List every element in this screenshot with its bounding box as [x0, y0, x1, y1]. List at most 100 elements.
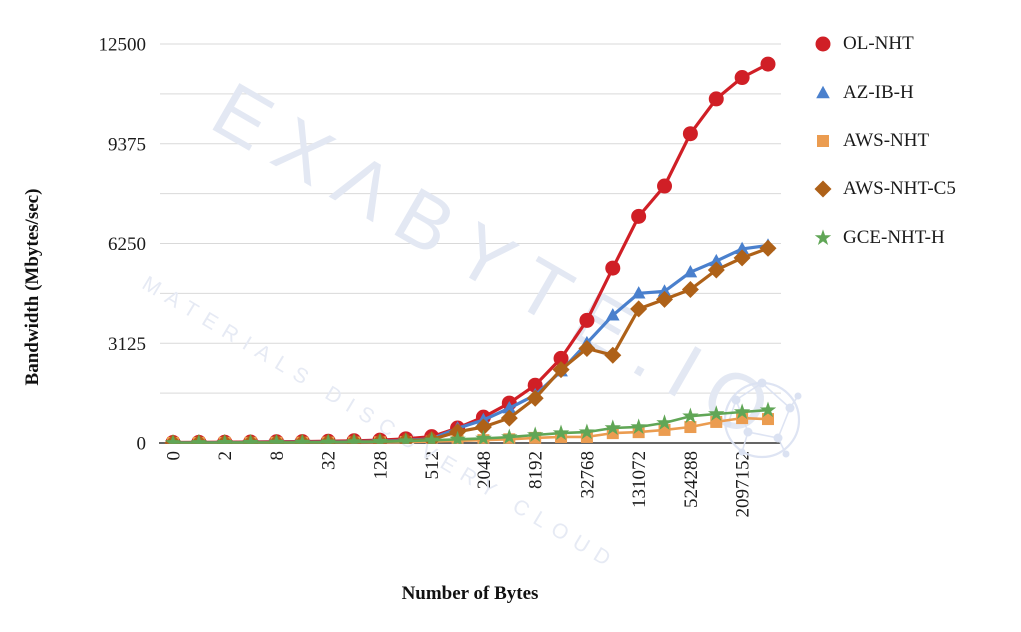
circle-marker-icon — [450, 420, 466, 436]
x-tick-label: 128 — [370, 451, 391, 480]
circle-marker-icon — [346, 433, 362, 444]
circle-marker-icon — [682, 126, 698, 142]
circle-marker-icon — [734, 70, 750, 86]
legend-item-AWS-NHT: AWS-NHT — [810, 117, 956, 165]
circle-marker-icon — [217, 434, 233, 444]
legend-item-AZ-IB-H: AZ-IB-H — [810, 68, 956, 116]
x-tick-label: 8192 — [526, 451, 547, 489]
triangle-marker-icon — [220, 435, 230, 444]
legend-item-GCE-NHT-H: GCE-NHT-H — [810, 214, 956, 262]
diamond-marker-icon — [242, 434, 260, 444]
legend-label: AWS-NHT — [843, 129, 930, 151]
star-marker-icon — [164, 434, 182, 444]
series-line-AWS-NHT — [171, 416, 770, 444]
square-marker-icon — [244, 436, 257, 444]
x-tick-label: 32 — [319, 451, 340, 470]
star-marker-icon — [630, 418, 647, 434]
star-marker-icon — [604, 419, 621, 435]
circle-marker-icon — [631, 208, 647, 224]
circle-marker-icon — [605, 260, 621, 276]
diamond-marker-icon — [500, 409, 518, 427]
legend-marker-star-icon — [814, 229, 832, 245]
diamond-marker-icon — [319, 433, 337, 444]
square-marker-icon — [503, 433, 516, 444]
x-tick-label: 8 — [267, 451, 288, 461]
star-marker-icon — [656, 414, 673, 430]
legend-marker-diamond-icon — [814, 180, 832, 198]
triangle-marker-icon — [194, 435, 204, 444]
square-marker-icon — [529, 431, 542, 444]
legend-item-OL-NHT: OL-NHT — [810, 20, 956, 68]
y-tick-label: 6250 — [108, 234, 146, 255]
triangle-marker-icon — [528, 387, 542, 401]
diamond-marker-icon — [268, 434, 285, 444]
diamond-marker-icon — [345, 433, 363, 444]
star-marker-icon — [242, 434, 259, 444]
x-tick-label: 0 — [164, 451, 185, 461]
circle-marker-icon — [815, 36, 831, 52]
triangle-marker-icon — [683, 265, 698, 278]
triangle-marker-icon — [735, 241, 749, 255]
star-marker-icon — [190, 434, 208, 444]
x-tick-label: 2 — [215, 451, 236, 461]
triangle-marker-icon — [450, 421, 465, 434]
triangle-marker-icon — [323, 434, 334, 444]
square-marker-icon — [348, 436, 361, 444]
diamond-marker-icon — [474, 418, 492, 436]
x-tick-label: 131072 — [629, 451, 650, 508]
circle-marker-icon — [657, 178, 673, 194]
diamond-marker-icon — [526, 389, 544, 407]
circle-marker-icon — [760, 56, 776, 72]
diamond-marker-icon — [552, 361, 570, 379]
square-marker-icon — [322, 436, 335, 444]
triangle-marker-icon — [348, 434, 360, 444]
legend: OL-NHT AZ-IB-H AWS-NHT AWS-NHT-C5 GCE-NHT-H — [810, 20, 956, 262]
triangle-marker-icon — [709, 253, 724, 267]
triangle-marker-icon — [271, 435, 282, 444]
star-marker-icon — [552, 424, 570, 441]
square-marker-icon — [555, 430, 568, 443]
triangle-marker-icon — [816, 85, 830, 98]
star-marker-icon — [501, 428, 518, 444]
circle-marker-icon — [475, 409, 491, 425]
star-marker-icon — [216, 434, 233, 444]
square-marker-icon — [296, 436, 309, 444]
square-marker-icon — [580, 430, 593, 443]
diamond-marker-icon — [216, 434, 234, 444]
square-marker-icon — [658, 423, 671, 436]
circle-marker-icon — [165, 435, 181, 444]
triangle-marker-icon — [554, 364, 568, 377]
circle-marker-icon — [243, 434, 259, 444]
triangle-marker-icon — [657, 284, 672, 297]
star-marker-icon — [268, 433, 285, 444]
y-tick-label: 9375 — [108, 134, 146, 155]
triangle-marker-icon — [245, 435, 256, 444]
square-marker-icon — [167, 436, 179, 444]
triangle-marker-icon — [502, 401, 517, 414]
circle-marker-icon — [501, 395, 517, 411]
star-marker-icon — [320, 433, 337, 444]
circle-marker-icon — [320, 433, 336, 444]
square-marker-icon — [477, 434, 490, 444]
legend-item-AWS-NHT-C5: AWS-NHT-C5 — [810, 165, 956, 213]
star-marker-icon — [814, 229, 832, 245]
legend-marker-circle-icon — [815, 36, 831, 52]
y-tick-label: 12500 — [99, 35, 147, 56]
square-marker-icon — [192, 436, 205, 444]
circle-marker-icon — [527, 377, 543, 393]
star-marker-icon — [449, 430, 466, 444]
square-marker-icon — [817, 134, 829, 147]
legend-label: GCE-NHT-H — [843, 226, 945, 248]
legend-label: AWS-NHT-C5 — [843, 178, 956, 200]
diamond-marker-icon — [449, 423, 467, 441]
legend-label: OL-NHT — [843, 33, 914, 55]
star-marker-icon — [345, 433, 363, 444]
square-marker-icon — [270, 436, 283, 444]
triangle-marker-icon — [168, 435, 178, 444]
legend-label: AZ-IB-H — [843, 81, 914, 103]
square-marker-icon — [632, 426, 645, 439]
x-tick-label: 32768 — [577, 451, 598, 499]
circle-marker-icon — [294, 434, 310, 444]
star-marker-icon — [475, 429, 492, 444]
